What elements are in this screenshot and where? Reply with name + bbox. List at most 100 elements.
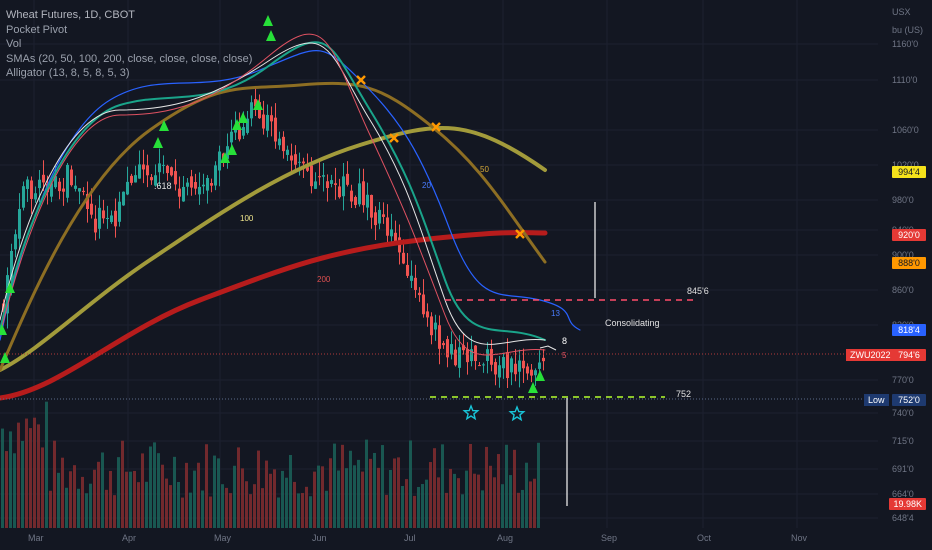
pocket-pivot-icon[interactable] bbox=[535, 370, 545, 381]
candle[interactable] bbox=[462, 345, 465, 351]
candle[interactable] bbox=[34, 193, 37, 200]
candle[interactable] bbox=[326, 181, 329, 189]
candle[interactable] bbox=[82, 190, 85, 193]
candle[interactable] bbox=[10, 250, 13, 280]
candle[interactable] bbox=[514, 363, 517, 375]
legend-pocket-pivot[interactable]: Pocket Pivot bbox=[6, 23, 68, 36]
candle[interactable] bbox=[390, 229, 393, 237]
candle[interactable] bbox=[178, 188, 181, 197]
candle[interactable] bbox=[258, 102, 261, 119]
candle[interactable] bbox=[214, 165, 217, 186]
candle[interactable] bbox=[122, 191, 125, 206]
star-icon[interactable] bbox=[462, 404, 480, 421]
candle[interactable] bbox=[302, 161, 305, 164]
candle[interactable] bbox=[138, 164, 141, 179]
candle[interactable] bbox=[522, 360, 525, 369]
candle[interactable] bbox=[358, 183, 361, 205]
candle[interactable] bbox=[470, 349, 473, 362]
candle[interactable] bbox=[294, 154, 297, 165]
candle[interactable] bbox=[402, 252, 405, 264]
candle[interactable] bbox=[478, 365, 481, 367]
candle[interactable] bbox=[242, 127, 245, 136]
candle[interactable] bbox=[106, 217, 109, 219]
candle[interactable] bbox=[170, 167, 173, 176]
candle[interactable] bbox=[50, 183, 53, 197]
legend-title[interactable]: Wheat Futures, 1D, CBOT bbox=[6, 9, 135, 21]
candle[interactable] bbox=[78, 188, 81, 192]
candle[interactable] bbox=[426, 311, 429, 318]
candle[interactable] bbox=[218, 151, 221, 171]
candle[interactable] bbox=[186, 182, 189, 187]
sma-cross-icon[interactable] bbox=[389, 133, 399, 143]
candle[interactable] bbox=[442, 343, 445, 346]
candle[interactable] bbox=[318, 176, 321, 178]
candle[interactable] bbox=[190, 176, 193, 188]
candle[interactable] bbox=[130, 175, 133, 183]
candle[interactable] bbox=[142, 164, 145, 170]
candle[interactable] bbox=[362, 181, 365, 206]
candle[interactable] bbox=[430, 316, 433, 336]
candle[interactable] bbox=[410, 275, 413, 281]
candle[interactable] bbox=[506, 352, 509, 379]
sma-cross-icon[interactable] bbox=[356, 75, 366, 85]
candle[interactable] bbox=[110, 215, 113, 223]
candle[interactable] bbox=[26, 179, 29, 189]
candle[interactable] bbox=[114, 210, 117, 227]
candle[interactable] bbox=[66, 164, 69, 198]
legend-volume[interactable]: Vol bbox=[6, 38, 22, 50]
candle[interactable] bbox=[350, 190, 353, 202]
candle[interactable] bbox=[454, 349, 457, 366]
candle[interactable] bbox=[126, 181, 129, 195]
legend-smas[interactable]: SMAs (20, 50, 100, 200, close, close, cl… bbox=[6, 52, 253, 65]
candle[interactable] bbox=[30, 180, 33, 199]
candle[interactable] bbox=[394, 232, 397, 244]
candle[interactable] bbox=[166, 165, 169, 174]
candle[interactable] bbox=[38, 179, 41, 189]
candle[interactable] bbox=[298, 161, 301, 163]
candle[interactable] bbox=[434, 322, 437, 330]
candle[interactable] bbox=[282, 136, 285, 152]
candle[interactable] bbox=[154, 175, 157, 186]
candle[interactable] bbox=[354, 197, 357, 206]
candle[interactable] bbox=[330, 180, 333, 184]
candle[interactable] bbox=[314, 181, 317, 189]
candle[interactable] bbox=[70, 169, 73, 186]
pocket-pivot-icon[interactable] bbox=[238, 112, 248, 123]
candle[interactable] bbox=[98, 207, 101, 229]
candle[interactable] bbox=[158, 163, 161, 173]
candle[interactable] bbox=[290, 155, 293, 161]
candle[interactable] bbox=[450, 344, 453, 355]
candle[interactable] bbox=[198, 186, 201, 195]
candle[interactable] bbox=[230, 131, 233, 143]
sma-cross-icon[interactable] bbox=[431, 122, 441, 132]
candle[interactable] bbox=[206, 177, 209, 191]
candle[interactable] bbox=[422, 294, 425, 315]
pocket-pivot-icon[interactable] bbox=[227, 144, 237, 155]
candle[interactable] bbox=[418, 292, 421, 296]
candle[interactable] bbox=[466, 349, 469, 363]
candle[interactable] bbox=[490, 348, 493, 365]
candle[interactable] bbox=[14, 234, 17, 250]
candle[interactable] bbox=[22, 186, 25, 208]
candle[interactable] bbox=[262, 114, 265, 129]
candle[interactable] bbox=[286, 149, 289, 155]
candle[interactable] bbox=[194, 182, 197, 189]
candle[interactable] bbox=[278, 138, 281, 146]
candle[interactable] bbox=[6, 275, 9, 314]
candle[interactable] bbox=[366, 194, 369, 208]
candle[interactable] bbox=[202, 184, 205, 187]
candle[interactable] bbox=[246, 118, 249, 133]
candle[interactable] bbox=[58, 181, 61, 192]
pocket-pivot-icon[interactable] bbox=[232, 119, 242, 130]
candle[interactable] bbox=[438, 325, 441, 349]
star-icon[interactable] bbox=[508, 405, 526, 422]
candle[interactable] bbox=[534, 370, 537, 376]
candle[interactable] bbox=[18, 209, 21, 239]
candle[interactable] bbox=[162, 164, 165, 166]
candle[interactable] bbox=[386, 217, 389, 236]
candle[interactable] bbox=[270, 115, 273, 122]
candle[interactable] bbox=[90, 203, 93, 215]
sma-cross-icon[interactable] bbox=[515, 229, 525, 239]
candle[interactable] bbox=[274, 117, 277, 142]
